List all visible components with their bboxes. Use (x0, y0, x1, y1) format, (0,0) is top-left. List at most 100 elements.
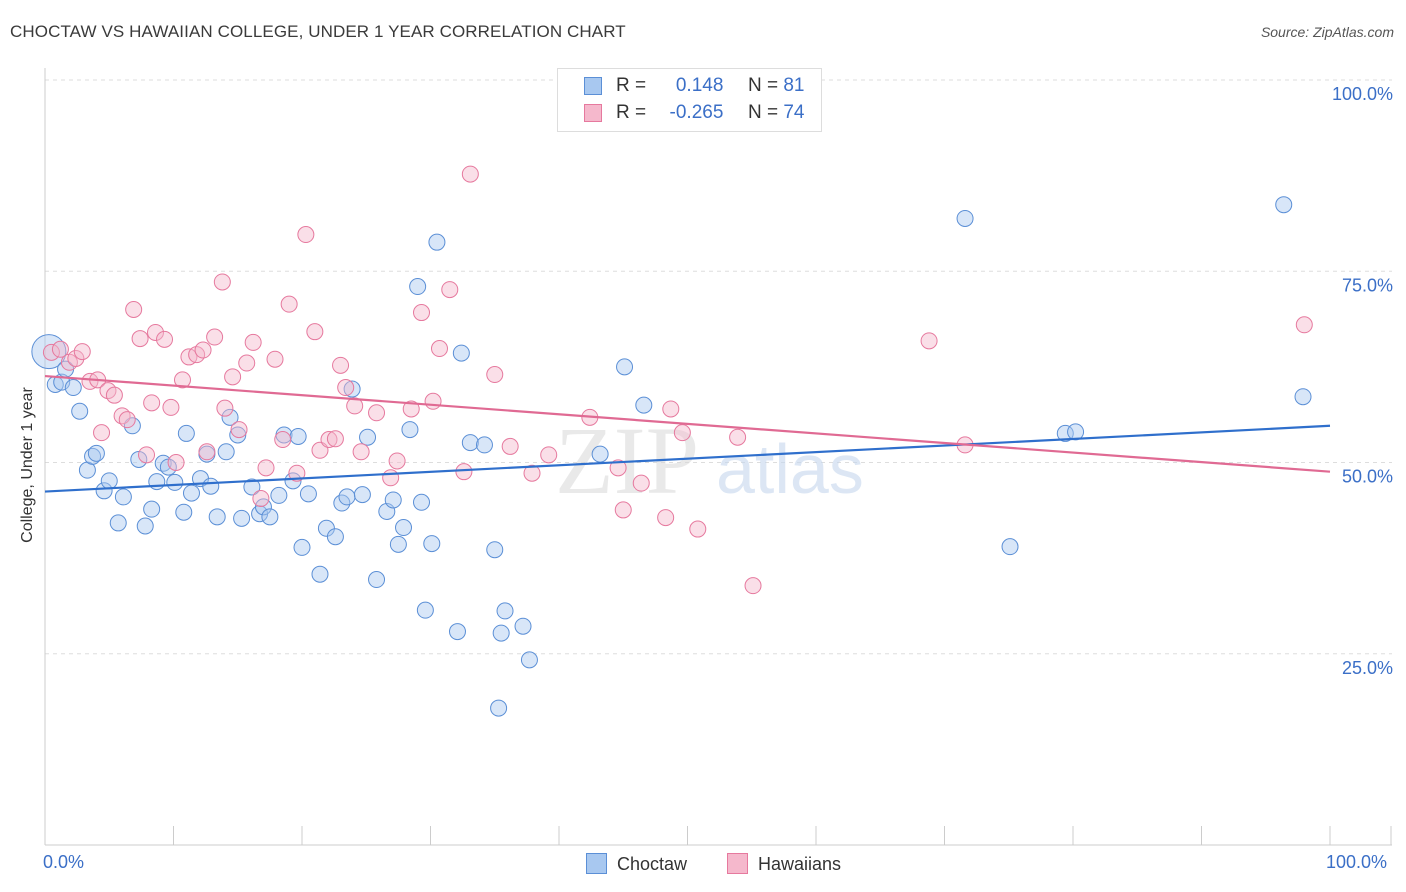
trend-line-choctaw (44, 424, 1331, 493)
data-point-hawaiians (430, 340, 448, 358)
data-point-hawaiians (105, 386, 123, 404)
data-point-choctaw (492, 624, 510, 642)
data-point-hawaiians (614, 501, 632, 519)
y-axis-label: College, Under 1 year (19, 387, 36, 543)
data-point-choctaw (64, 379, 82, 397)
data-points (31, 165, 1313, 717)
data-point-choctaw (166, 473, 184, 491)
data-point-hawaiians (662, 400, 680, 418)
data-point-choctaw (221, 408, 239, 426)
data-point-hawaiians (368, 404, 386, 422)
series-legend-hawaiians: Hawaiians (727, 853, 841, 875)
data-point-choctaw (368, 571, 386, 589)
data-point-hawaiians (274, 431, 292, 449)
legend-r-value: -0.265 (669, 102, 724, 123)
data-point-choctaw (389, 535, 407, 553)
legend-n-label: N = (747, 102, 779, 123)
data-point-choctaw (311, 565, 329, 583)
data-point-hawaiians (238, 354, 256, 372)
data-point-hawaiians (138, 446, 156, 464)
watermark: ZIP atlas (555, 407, 864, 514)
data-point-hawaiians (346, 397, 364, 415)
data-point-hawaiians (632, 474, 650, 492)
data-point-choctaw (384, 491, 402, 509)
series-swatch-choctaw (586, 853, 607, 874)
axes (44, 68, 1392, 846)
y-tick-labels: 25.0% 50.0% 75.0% 100.0% (1332, 84, 1393, 678)
data-point-choctaw (338, 488, 356, 506)
watermark-zip: ZIP (555, 407, 699, 514)
data-point-choctaw (591, 445, 609, 463)
data-point-hawaiians (673, 424, 691, 442)
legend-swatch-hawaiians (584, 104, 602, 122)
data-point-choctaw (359, 428, 377, 446)
data-point-choctaw (428, 233, 446, 251)
data-point-hawaiians (920, 332, 938, 350)
data-point-hawaiians (244, 333, 262, 351)
x-tick-label-max: 100.0% (1326, 852, 1388, 872)
data-point-choctaw (270, 486, 288, 504)
data-point-hawaiians (67, 349, 85, 367)
data-point-hawaiians (93, 424, 111, 442)
data-point-choctaw (423, 535, 441, 553)
y-tick-label: 25.0% (1342, 658, 1393, 678)
data-point-hawaiians (501, 437, 519, 455)
data-point-choctaw (217, 443, 235, 461)
data-point-hawaiians (306, 323, 324, 341)
data-point-hawaiians (332, 356, 350, 374)
data-point-hawaiians (382, 469, 400, 487)
watermark-atlas: atlas (716, 430, 864, 508)
data-point-hawaiians (162, 398, 180, 416)
data-point-choctaw (486, 541, 504, 559)
correlation-legend: R = 0.148 N = 81 R = -0.265 N = 74 (557, 68, 822, 132)
data-point-choctaw (409, 278, 427, 296)
data-point-hawaiians (486, 366, 504, 384)
data-point-hawaiians (540, 446, 558, 464)
data-point-hawaiians (280, 295, 298, 313)
data-point-choctaw (413, 493, 431, 511)
data-point-hawaiians (224, 368, 242, 386)
data-point-choctaw (243, 478, 261, 496)
data-point-choctaw (395, 519, 413, 537)
series-swatch-hawaiians (727, 853, 748, 874)
data-point-hawaiians (198, 443, 216, 461)
data-point-hawaiians (257, 459, 275, 477)
x-tick-label-min: 0.0% (43, 852, 85, 872)
data-point-hawaiians (206, 328, 224, 346)
data-point-hawaiians (441, 281, 459, 299)
data-point-choctaw (299, 485, 317, 503)
data-point-choctaw (182, 484, 200, 502)
data-point-choctaw (496, 602, 514, 620)
legend-n-value: 74 (783, 102, 805, 123)
data-point-choctaw (31, 334, 67, 370)
trend-lines (44, 374, 1331, 493)
data-point-choctaw (401, 421, 419, 439)
data-point-hawaiians (266, 350, 284, 368)
data-point-choctaw (284, 472, 302, 490)
data-point-hawaiians (42, 343, 60, 361)
data-point-hawaiians (125, 301, 143, 318)
data-point-choctaw (136, 517, 154, 535)
y-tick-label: 50.0% (1342, 467, 1393, 487)
legend-r-label: R = (616, 75, 647, 96)
data-point-hawaiians (194, 341, 212, 359)
data-point-hawaiians (143, 394, 161, 412)
data-point-hawaiians (131, 330, 149, 348)
data-point-hawaiians (213, 273, 231, 291)
legend-n-value: 81 (783, 75, 805, 96)
data-point-hawaiians (657, 509, 675, 527)
data-point-choctaw (109, 514, 127, 532)
grid-lines (45, 79, 1392, 655)
data-point-hawaiians (156, 330, 174, 348)
data-point-choctaw (461, 434, 479, 452)
data-point-choctaw (87, 444, 105, 462)
data-point-hawaiians (252, 489, 270, 507)
data-point-hawaiians (744, 577, 762, 595)
data-point-choctaw (616, 358, 634, 376)
data-point-choctaw (100, 472, 118, 490)
data-point-hawaiians (413, 304, 431, 322)
data-point-hawaiians (326, 430, 344, 448)
data-point-choctaw (143, 500, 161, 518)
data-point-hawaiians (297, 226, 315, 244)
